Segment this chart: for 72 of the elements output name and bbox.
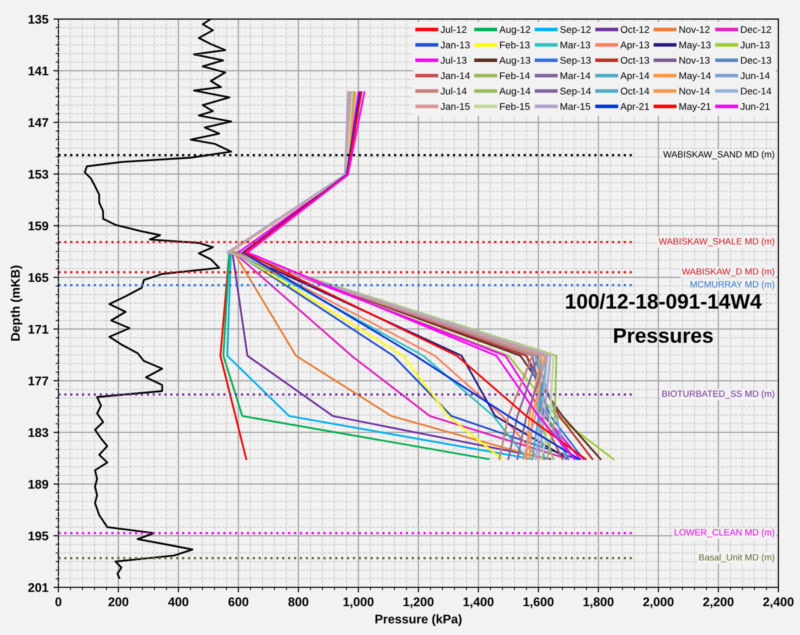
- legend-label: Jan-15: [440, 103, 470, 110]
- legend-label: Mar-15: [560, 103, 590, 110]
- ref-line-label: MCMURRAY MD (m): [690, 280, 774, 290]
- legend-label: Jun-13: [740, 41, 770, 48]
- ref-line-label: BIOTURBATED_SS MD (m): [662, 390, 774, 399]
- legend-label: Feb-13: [500, 41, 530, 48]
- legend-label: Oct-13: [620, 56, 650, 64]
- x-tick-label: 2,000: [643, 597, 674, 608]
- legend-label: Sep-13: [560, 56, 591, 66]
- y-tick-label: 183: [28, 428, 48, 438]
- legend-label: Mar-14: [560, 72, 590, 80]
- legend-label: Dec-14: [741, 88, 772, 95]
- y-axis-title: Depth (mKB): [10, 266, 22, 341]
- legend-label: Nov-14: [679, 88, 710, 95]
- legend-label: Jan-14: [440, 72, 470, 80]
- x-tick-label: 600: [228, 597, 248, 606]
- legend-label: Nov-13: [679, 56, 710, 64]
- y-tick-label: 147: [28, 118, 48, 127]
- y-tick-label: 201: [28, 583, 48, 592]
- ref-line-label: WABISKAW_D MD (m): [682, 268, 774, 276]
- x-tick-label: 1,200: [404, 597, 434, 608]
- legend-label: Aug-12: [499, 26, 530, 35]
- legend-label: May-21: [679, 103, 711, 112]
- legend-label: May-14: [679, 72, 711, 82]
- y-tick-label: 153: [28, 170, 48, 179]
- y-tick-label: 189: [28, 480, 48, 489]
- legend-label: Aug-13: [499, 56, 530, 66]
- legend-label: Apr-14: [620, 72, 650, 82]
- text: Pressures: [614, 328, 713, 343]
- x-axis-title: Pressure (kPa): [375, 614, 462, 626]
- legend-label: Jul-13: [440, 56, 466, 64]
- legend-label: Jan-13: [440, 41, 470, 48]
- x-tick-label: 1,800: [584, 597, 614, 608]
- legend-label: Mar-13: [560, 41, 590, 48]
- legend-label: May-13: [679, 41, 711, 50]
- legend-label: Dec-12: [741, 26, 772, 33]
- legend-label: Aug-14: [499, 88, 530, 96]
- legend-label: Oct-12: [620, 26, 650, 33]
- legend-label: Jul-12: [440, 26, 466, 33]
- legend-label: Jun-14: [740, 72, 770, 80]
- legend-label: Dec-13: [741, 56, 772, 64]
- legend-label: Apr-21: [620, 103, 650, 112]
- y-tick-label: 177: [28, 376, 48, 386]
- x-tick-label: 800: [288, 597, 308, 606]
- legend-label: Oct-14: [620, 88, 650, 95]
- ref-line-label: WABISKAW_SHALE MD (m): [658, 238, 774, 246]
- y-tick-label: 135: [28, 14, 48, 24]
- legend-label: Sep-12: [560, 26, 591, 35]
- x-tick-label: 1,600: [524, 597, 554, 608]
- ref-line-label: Basal_Unit MD (m): [699, 554, 774, 562]
- y-tick-label: 141: [28, 66, 48, 76]
- legend-label: Jul-14: [440, 87, 467, 95]
- x-tick-label: 400: [168, 597, 188, 606]
- legend-label: Feb-15: [500, 102, 530, 110]
- y-tick-label: 195: [28, 532, 48, 540]
- x-tick-label: 1,400: [464, 597, 494, 608]
- legend-label: Sep-14: [560, 88, 591, 96]
- y-tick-label: 165: [28, 273, 48, 282]
- x-tick-label: 0: [55, 597, 62, 606]
- legend-label: Jun-21: [740, 103, 770, 110]
- legend-label: Apr-13: [620, 41, 650, 50]
- x-tick-label: 2,200: [703, 597, 734, 608]
- x-tick-label: 2,400: [763, 597, 794, 608]
- text: 100/12-18-091-14W4: [566, 294, 762, 310]
- y-tick-label: 159: [28, 222, 48, 230]
- y-tick-label: 171: [28, 324, 48, 334]
- x-tick-label: 200: [108, 597, 128, 606]
- legend-label: Nov-12: [679, 26, 710, 33]
- legend-label: Feb-14: [500, 72, 530, 80]
- ref-line-label: WABISKAW_SAND MD (m): [663, 150, 774, 160]
- ref-line-label: LOWER_CLEAN MD (m): [674, 528, 774, 538]
- x-tick-label: 1,000: [344, 597, 374, 608]
